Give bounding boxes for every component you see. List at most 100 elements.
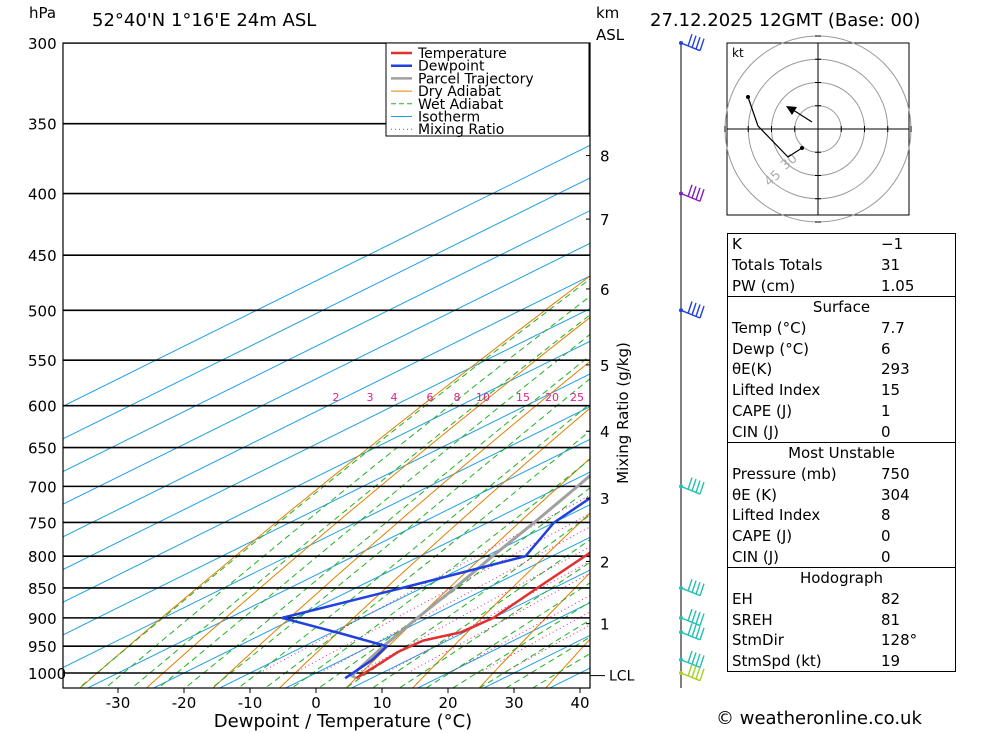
mixing-ratio-label: 25 [570, 391, 584, 404]
mixing-ratio-label: 10 [476, 391, 490, 404]
pressure-tick-label: 750 [28, 514, 57, 532]
index-label: K [732, 235, 742, 254]
wet-adiabat-line [425, 582, 590, 688]
hodograph-index-row: StmSpd (kt) 19 [728, 651, 956, 672]
height-unit-km: km [596, 4, 620, 22]
most-unstable-index-row: CAPE (J) 0 [728, 526, 956, 547]
index-value: 0 [881, 547, 891, 566]
copyright-label: © weatheronline.co.uk [716, 708, 922, 729]
most-unstable-index-row: Lifted Index 8 [728, 505, 956, 526]
surface-index-row: CAPE (J) 1 [728, 401, 956, 422]
km-tick-label: 4 [600, 423, 610, 441]
surface-section-header: Surface [727, 296, 956, 318]
hodograph-section-header: Hodograph [727, 566, 956, 589]
general-index-row: PW (cm) 1.05 [728, 275, 956, 296]
index-label: SREH [732, 610, 773, 629]
height-unit-asl: ASL [596, 26, 625, 44]
index-label: StmSpd (kt) [732, 652, 822, 671]
hodograph-index-row: SREH 81 [728, 609, 956, 630]
wind-barb [679, 184, 705, 202]
hodograph-trace [747, 96, 803, 158]
index-value: 8 [881, 506, 891, 525]
legend-entry: Dewpoint [418, 59, 485, 75]
most-unstable-index-row: θE (K) 304 [728, 484, 956, 505]
temperature-tick-label: 20 [438, 694, 457, 712]
pressure-tick-label: 950 [28, 638, 57, 656]
wind-barb [679, 650, 705, 669]
isotherm-line [63, 373, 590, 636]
index-label: CAPE (J) [732, 401, 793, 420]
mixing-ratio-label: 20 [545, 391, 559, 404]
km-tick-label: 2 [600, 553, 610, 571]
location-title: 52°40'N 1°16'E 24m ASL [92, 10, 317, 31]
most-unstable-section-header: Most Unstable [727, 441, 956, 464]
legend-entry: Wet Adiabat [418, 97, 504, 113]
pressure-tick-label: 650 [28, 440, 57, 458]
temperature-tick-label: 30 [504, 694, 523, 712]
hodograph-trace-end [746, 95, 750, 99]
legend-entry: Parcel Trajectory [418, 71, 534, 87]
most-unstable-index-row: Pressure (mb) 750 [728, 464, 956, 485]
wet-adiabat-line [398, 561, 590, 688]
temperature-tick-label: 40 [570, 694, 589, 712]
mixing-ratio-label: 3 [367, 391, 374, 404]
km-tick-label: 1 [600, 616, 610, 634]
dry-adiabat-line [212, 360, 590, 688]
index-label: StmDir [732, 631, 784, 650]
isotherm-line [63, 406, 590, 669]
lcl-label: LCL [609, 669, 635, 685]
wet-adiabat-line [264, 430, 590, 688]
index-label: CAPE (J) [732, 526, 793, 545]
plot-frame [62, 42, 591, 689]
pressure-tick-label: 300 [28, 35, 57, 53]
wet-adiabat-line [318, 487, 590, 688]
pressure-tick-label: 700 [28, 478, 57, 496]
isotherm-line [63, 242, 590, 505]
pressure-tick-label: 550 [28, 352, 57, 370]
wind-barb [679, 663, 705, 682]
index-value: 81 [881, 610, 901, 629]
surface-index-row: Dewp (°C) 6 [728, 338, 956, 359]
mixing-ratio-label: 6 [427, 391, 434, 404]
legend-entry: Temperature [417, 46, 507, 62]
pressure-tick-label: 800 [28, 548, 57, 566]
wind-barb [679, 477, 705, 495]
index-value: 19 [881, 652, 901, 671]
index-label: Temp (°C) [732, 319, 807, 338]
wet-adiabat-line [211, 378, 590, 688]
wind-barb [679, 301, 705, 319]
legend-entry: Mixing Ratio [418, 122, 504, 138]
most-unstable-index-row: CIN (J) 0 [728, 546, 956, 567]
index-value: 15 [881, 381, 901, 400]
indices-table: K −1 Totals Totals 31 PW (cm) 1.05 Surface Temp… [727, 233, 956, 673]
wet-adiabat-line [131, 314, 590, 688]
parcel-trajectory-line [350, 473, 590, 680]
index-value: 6 [881, 339, 891, 358]
isotherm-line [63, 308, 590, 571]
legend-entry: Dry Adiabat [418, 84, 501, 100]
pressure-tick-label: 900 [28, 610, 57, 628]
index-value: 750 [881, 464, 910, 483]
km-tick-label: 5 [600, 357, 610, 375]
temperature-tick-label: 0 [311, 694, 321, 712]
wind-barb [679, 578, 705, 597]
km-tick-label: 8 [600, 148, 610, 166]
hodograph-index-row: EH 82 [728, 589, 956, 610]
dry-adiabat-line [79, 275, 590, 688]
isotherm-line [152, 471, 590, 688]
legend-box [385, 42, 590, 137]
isotherm-line [218, 504, 590, 688]
hodograph-trace-start [800, 146, 804, 150]
isotherm-line [350, 569, 590, 688]
index-label: Lifted Index [732, 381, 821, 400]
pressure-tick-label: 500 [28, 302, 57, 320]
index-label: CIN (J) [732, 422, 780, 441]
pressure-tick-label: 1000 [28, 665, 66, 683]
pressure-tick-label: 400 [28, 186, 57, 204]
index-label: EH [732, 590, 753, 609]
section-title: Surface [727, 296, 956, 318]
wet-adiabat-line [78, 278, 590, 688]
index-label: θE(K) [732, 360, 773, 379]
